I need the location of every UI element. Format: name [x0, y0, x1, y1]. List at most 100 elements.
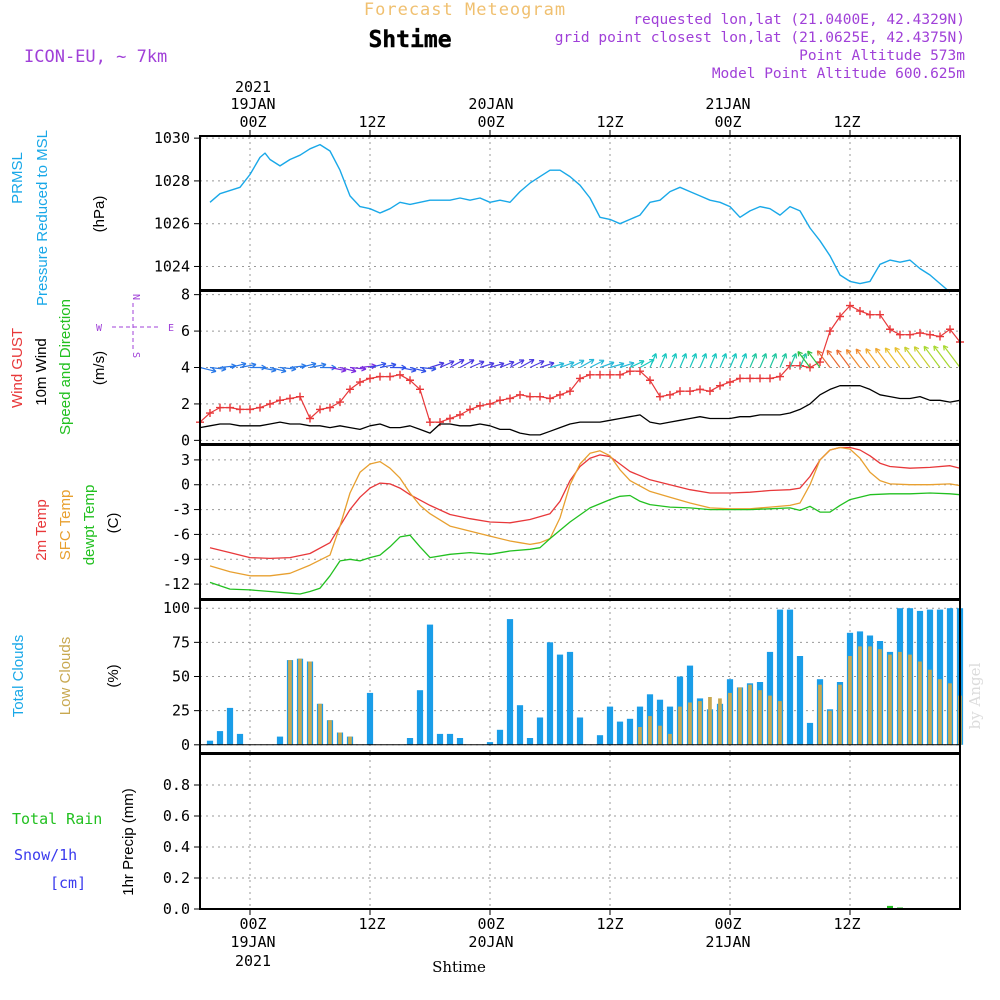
- low-cloud-bar-66: [858, 646, 862, 745]
- wind-arrow-27: [469, 360, 485, 369]
- gust-point-52: [716, 381, 724, 390]
- low-cloud-bar-45: [648, 716, 652, 745]
- wind-arrow-5: [250, 364, 267, 371]
- dewpt-line: [209, 492, 961, 595]
- wind-arrow-4: [239, 362, 257, 369]
- gust-point-4: [236, 405, 244, 414]
- ytick-label-2-2: -3: [172, 501, 190, 519]
- panel-frames: 1024 1026 1028 1030 0 2 4 6 8 3 0 -3 -6 -9 -12 0 25 50 75 1…: [154, 129, 961, 918]
- gust-point-16: [356, 378, 364, 387]
- gust-point-60: [796, 361, 804, 370]
- gust-point-18: [376, 372, 384, 381]
- total-cloud-bar-42: [616, 721, 624, 745]
- ytick-label-1-2: 4: [181, 359, 190, 377]
- wind-arrow-56: [759, 353, 768, 368]
- total-cloud-bar-22: [416, 690, 424, 745]
- total-cloud-bar-38: [576, 717, 584, 745]
- gust-point-75: [946, 325, 954, 334]
- wind-arrow-25: [449, 359, 465, 369]
- wind-arrow-32: [519, 359, 535, 369]
- wind-arrow-73: [913, 346, 931, 368]
- gust-point-43: [626, 367, 634, 376]
- wind-arrow-55: [749, 353, 758, 368]
- gust-point-22: [416, 385, 424, 394]
- ytick-label-2-4: -9: [172, 550, 190, 568]
- gust-point-15: [346, 385, 354, 394]
- wind-arrow-57: [769, 353, 778, 368]
- total-cloud-bar-36: [556, 654, 564, 745]
- grid-lines: [200, 136, 960, 910]
- gust-point-27: [466, 405, 474, 414]
- gust-point-26: [456, 410, 464, 419]
- low-cloud-bar-58: [778, 701, 782, 745]
- gust-point-70: [896, 330, 904, 339]
- info-line-4: Model Point Altitude 600.625m: [712, 66, 965, 82]
- gust-point-53: [726, 378, 734, 387]
- bottom-hour-label-4: 12Z: [596, 915, 623, 933]
- wind-arrow-48: [679, 353, 688, 368]
- gust-point-12: [316, 405, 324, 414]
- wind-arrow-61: [797, 350, 811, 368]
- gust-point-11: [306, 414, 314, 423]
- low-cloud-bar-54: [738, 687, 742, 745]
- gust-point-1: [206, 409, 214, 418]
- wind-arrow-60: [799, 353, 808, 368]
- wind-arrow-21: [409, 366, 427, 374]
- low-cloud-bar-46: [658, 725, 662, 745]
- wind-arrow-62: [807, 350, 821, 368]
- gust-point-23: [426, 418, 434, 427]
- wind-arrow-24: [439, 360, 455, 369]
- total-cloud-bar-35: [546, 642, 554, 745]
- pressure-label-1: PRMSL: [9, 152, 26, 204]
- total-cloud-bar-44: [636, 706, 644, 745]
- low-cloud-bar-48: [678, 706, 682, 745]
- wind-arrow-74: [923, 345, 941, 368]
- top-hour-label-2: 12Z: [358, 113, 385, 131]
- low-cloud-bar-70: [898, 651, 902, 745]
- gust-point-28: [476, 401, 484, 410]
- wind-arrow-41: [609, 361, 625, 369]
- footer-place: Shtime: [432, 958, 486, 976]
- low-cloud-bar-67: [868, 646, 872, 745]
- low-cloud-bar-15: [348, 736, 352, 745]
- total-cloud-bar-21: [406, 738, 414, 745]
- gust-point-7: [266, 399, 274, 408]
- total-cloud-bar-1: [206, 740, 214, 745]
- low-cloud-bar-53: [728, 692, 732, 745]
- ytick-label-3-1: 25: [172, 702, 190, 720]
- gust-point-71: [906, 330, 914, 339]
- ytick-label-3-0: 0: [181, 736, 190, 754]
- gust-point-13: [326, 403, 334, 412]
- wind-arrow-45: [649, 353, 658, 368]
- bottom-year-label: 2021: [235, 952, 271, 970]
- low-cloud-bar-9: [288, 660, 292, 745]
- gust-point-67: [866, 310, 874, 319]
- low-cloud-bar-11: [308, 661, 312, 745]
- gust-point-17: [366, 374, 374, 383]
- gust-point-54: [736, 374, 744, 383]
- model-name: ICON-EU, ~ 7km: [24, 47, 167, 67]
- low-cloud-bar-64: [838, 684, 842, 745]
- watermark: by Angel: [966, 662, 984, 729]
- wind-arrow-14: [339, 366, 357, 374]
- ytick-label-1-4: 8: [181, 286, 190, 304]
- gust-point-63: [826, 327, 834, 336]
- wind-arrow-63: [816, 350, 831, 368]
- gust-point-9: [286, 394, 294, 403]
- low-cloud-bar-14: [338, 732, 342, 745]
- low-cloud-bar-44: [638, 727, 642, 745]
- low-cloud-bar-10: [298, 658, 302, 745]
- top-day-label-3: 21JAN: [705, 95, 750, 113]
- gust-point-14: [336, 398, 344, 407]
- wind-arrow-12: [319, 364, 337, 371]
- wind-unit: (m/s): [91, 351, 108, 385]
- gust-point-68: [876, 310, 884, 319]
- total-cloud-bar-74: [936, 609, 944, 745]
- low-cloud-bar-57: [768, 695, 772, 745]
- wind-arrow-52: [719, 353, 728, 368]
- ytick-label-4-3: 0.6: [163, 807, 190, 825]
- wind-line: [199, 385, 961, 436]
- total-cloud-bar-2: [216, 731, 224, 745]
- compass-rose: N W E S: [96, 294, 174, 358]
- wind-arrow-38: [579, 358, 595, 369]
